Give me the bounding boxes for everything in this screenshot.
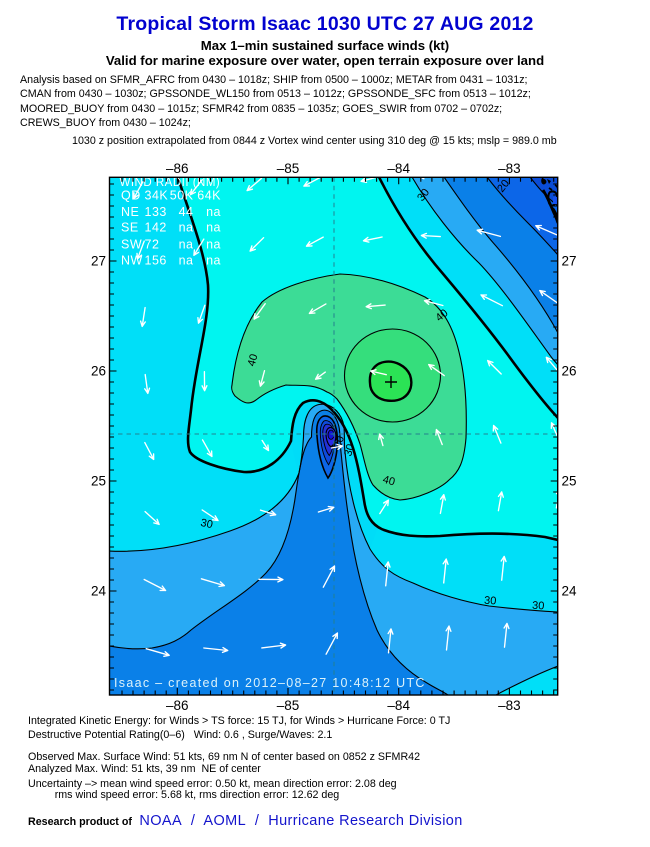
svg-text:40: 40 — [381, 474, 396, 489]
svg-text:44: 44 — [179, 205, 194, 219]
svg-text:NE: NE — [121, 205, 139, 219]
svg-text:na: na — [179, 238, 194, 252]
svg-text:WIND RADII (NM): WIND RADII (NM) — [120, 177, 221, 189]
svg-text:20: 20 — [332, 435, 347, 450]
svg-text:–85: –85 — [277, 698, 300, 713]
svg-text:na: na — [206, 238, 221, 252]
svg-text:64K: 64K — [197, 189, 221, 203]
svg-text:SW: SW — [121, 238, 142, 252]
svg-text:–86: –86 — [166, 161, 189, 176]
svg-text:–83: –83 — [498, 698, 521, 713]
svg-text:142: 142 — [145, 221, 167, 235]
svg-text:QD: QD — [121, 189, 141, 203]
svg-text:50K: 50K — [170, 189, 194, 203]
svg-text:–86: –86 — [166, 698, 189, 713]
svg-text:–85: –85 — [277, 161, 300, 176]
svg-text:26: 26 — [562, 364, 577, 379]
svg-text:Isaac – created on 2012–08–27: Isaac – created on 2012–08–27 10:48:12 U… — [114, 676, 426, 690]
svg-text:27: 27 — [562, 254, 577, 269]
svg-text:na: na — [179, 254, 194, 268]
svg-text:–84: –84 — [387, 698, 410, 713]
svg-text:25: 25 — [91, 474, 106, 489]
svg-text:40: 40 — [246, 353, 261, 368]
svg-text:133: 133 — [145, 205, 167, 219]
svg-text:na: na — [206, 254, 221, 268]
svg-text:na: na — [206, 205, 221, 219]
svg-text:25: 25 — [562, 474, 577, 489]
svg-text:–83: –83 — [498, 161, 521, 176]
svg-text:NW: NW — [121, 254, 143, 268]
svg-text:na: na — [206, 221, 221, 235]
svg-text:20: 20 — [495, 178, 512, 195]
svg-text:na: na — [179, 221, 194, 235]
svg-text:30: 30 — [199, 517, 213, 531]
svg-text:24: 24 — [91, 584, 107, 599]
svg-text:SE: SE — [121, 221, 139, 235]
svg-text:30: 30 — [342, 443, 357, 458]
svg-text:26: 26 — [91, 364, 106, 379]
svg-text:27: 27 — [91, 254, 106, 269]
svg-text:30: 30 — [415, 187, 432, 204]
svg-text:–84: –84 — [387, 161, 410, 176]
svg-text:24: 24 — [562, 584, 578, 599]
svg-text:72: 72 — [145, 238, 160, 252]
svg-text:30: 30 — [484, 595, 497, 608]
svg-text:34K: 34K — [145, 189, 169, 203]
svg-text:30: 30 — [532, 600, 545, 613]
svg-text:156: 156 — [145, 254, 167, 268]
